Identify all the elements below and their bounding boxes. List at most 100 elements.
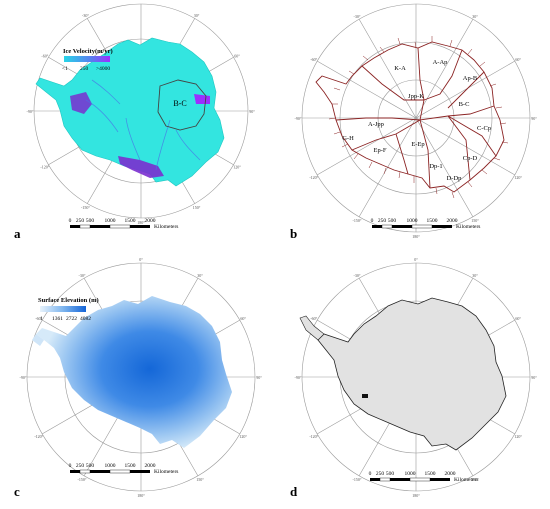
longitude-label-a-11: -30°	[82, 13, 89, 18]
scale-a-1000: 1000	[105, 218, 116, 224]
longitude-label-c-9: -90°	[20, 375, 27, 380]
basin-label-dp-1: Dp-1	[429, 163, 442, 170]
scale-c-unit: Kilometers	[154, 469, 178, 475]
longitude-label-a-6: 180°	[137, 220, 145, 225]
panel-d: 0 250 500 1000 1500 2000 Kilometers	[299, 262, 531, 492]
velocity-tick-0: <1	[62, 66, 68, 72]
basin-label-b-c: B-C	[459, 101, 470, 108]
elevation-legend-bar	[40, 306, 86, 312]
longitude-label-c-3: 90°	[256, 375, 262, 380]
longitude-label-c-10: -60°	[35, 316, 42, 321]
longitude-label-c-5: 150°	[196, 477, 204, 482]
longitude-label-a-7: -150°	[81, 205, 90, 210]
panel-letter-c: c	[14, 484, 20, 499]
elevation-tick-3: 4082	[80, 316, 91, 322]
velocity-tick-1: 250	[80, 66, 89, 72]
scale-bar-d: 0 250 500 1000 1500 2000 Kilometers	[369, 471, 479, 483]
basin-label-a-ap: A-Ap	[433, 59, 448, 66]
graticule-b	[301, 3, 531, 233]
elevation-map	[36, 296, 232, 448]
scale-bar-b: 0 250 500 1000 1500 2000 Kilometers	[371, 218, 481, 230]
longitude-label-b-4: 120°	[514, 175, 522, 180]
velocity-legend: Ice Velocity(m/yr) <1 250 >4000	[62, 48, 113, 72]
scale-bar-a: 0 250 500 1000 1500 2000 Kilometers	[69, 218, 179, 230]
basin-label-a-jpp: A-Jpp	[368, 121, 384, 128]
coast-ticks-b	[328, 36, 509, 199]
longitude-label-d-3: 90°	[531, 375, 537, 380]
longitude-label-c-8: -120°	[34, 434, 43, 439]
panel-a: B-C Ice Velocity(m/yr) <1 250 >4000 0 25…	[33, 3, 249, 230]
scale-a-250: 250	[76, 218, 85, 224]
longitude-label-d-0: 0°	[414, 257, 418, 262]
elevation-tick-0: 1	[40, 316, 43, 322]
longitude-label-b-7: -150°	[353, 218, 362, 223]
scale-d-250: 250	[376, 471, 385, 477]
longitude-label-c-7: -150°	[78, 477, 87, 482]
scale-d-unit: Kilometers	[454, 477, 478, 483]
longitude-label-d-11: -30°	[354, 273, 361, 278]
longitude-label-c-2: 60°	[240, 316, 246, 321]
basin-label-d-dp: D-Dp	[447, 175, 462, 182]
scale-a-1500: 1500	[125, 218, 136, 224]
coastline-b	[315, 41, 505, 193]
scale-b-unit: Kilometers	[456, 224, 480, 230]
longitude-label-b-5: 150°	[471, 218, 479, 223]
basin-label-ap-b: Ap-B	[463, 75, 478, 82]
longitude-label-c-11: -30°	[79, 273, 86, 278]
panel-c: Surface Elevation (m) 1 1361 2722 4082 0…	[26, 262, 256, 492]
longitude-label-d-10: -60°	[310, 316, 317, 321]
elevation-peninsula	[32, 334, 44, 346]
longitude-label-b-6: 180°	[412, 234, 420, 239]
scale-a-2000: 2000	[145, 218, 156, 224]
longitude-label-a-4: 120°	[233, 165, 241, 170]
peninsula-d	[299, 315, 325, 341]
longitude-label-b-9: -90°	[295, 116, 302, 121]
region-label-a: B-C	[173, 99, 186, 108]
basin-label-e-ep: E-Ep	[411, 141, 424, 148]
longitude-label-c-6: 180°	[137, 493, 145, 498]
longitude-label-d-7: -150°	[353, 477, 362, 482]
scale-b-1500: 1500	[427, 218, 438, 224]
scale-a-500: 500	[86, 218, 95, 224]
longitude-label-a-3: 90°	[249, 109, 255, 114]
longitude-label-b-11: -30°	[354, 14, 361, 19]
antarctica-land-d	[317, 297, 507, 451]
longitude-label-b-8: -120°	[309, 175, 318, 180]
scale-d-500: 500	[386, 471, 395, 477]
longitude-label-b-3: 90°	[531, 116, 537, 121]
panel-b: A-Ap K-A Jpp-K Ap-B B-C A-Jpp C-Cp G-H E…	[301, 3, 531, 233]
flow-streams-a	[85, 79, 201, 171]
longitude-label-b-1: 30°	[472, 14, 478, 19]
basin-label-cp-d: Cp-D	[463, 155, 478, 162]
velocity-legend-bar	[64, 56, 110, 62]
elevation-legend-title: Surface Elevation (m)	[38, 297, 99, 304]
scale-d-1000: 1000	[405, 471, 416, 477]
velocity-tick-2: >4000	[96, 66, 110, 72]
longitude-label-c-0: 0°	[139, 257, 143, 262]
scale-c-1500: 1500	[125, 463, 136, 469]
longitude-label-d-8: -120°	[309, 434, 318, 439]
longitude-label-a-8: -120°	[40, 165, 49, 170]
scale-c-500: 500	[86, 463, 95, 469]
velocity-map	[35, 37, 225, 187]
longitude-label-c-1: 30°	[197, 273, 203, 278]
panel-letter-d: d	[290, 484, 298, 499]
longitude-label-d-9: -90°	[295, 375, 302, 380]
longitude-label-a-10: -60°	[41, 54, 48, 59]
elevation-tick-1: 1361	[52, 316, 63, 322]
longitude-label-d-5: 150°	[471, 477, 479, 482]
longitude-label-d-2: 60°	[515, 316, 521, 321]
scale-c-2000: 2000	[145, 463, 156, 469]
longitude-labels: 30° 60° 90° 120° 150° 180° -150° -120° -90° -60° -…	[20, 13, 538, 498]
basin-outline-bc	[157, 79, 207, 131]
scale-bar-c: 0 250 500 1000 1500 2000 Kilometers	[69, 463, 179, 475]
scale-d-2000: 2000	[445, 471, 456, 477]
basin-label-g-h: G-H	[342, 135, 354, 142]
dark-patch-d	[362, 394, 368, 398]
basin-label-jpp-k: Jpp-K	[408, 93, 424, 100]
scale-a-unit: Kilometers	[154, 224, 178, 230]
scale-c-250: 250	[76, 463, 85, 469]
velocity-legend-title: Ice Velocity(m/yr)	[63, 48, 113, 55]
scale-b-0: 0	[371, 218, 374, 224]
